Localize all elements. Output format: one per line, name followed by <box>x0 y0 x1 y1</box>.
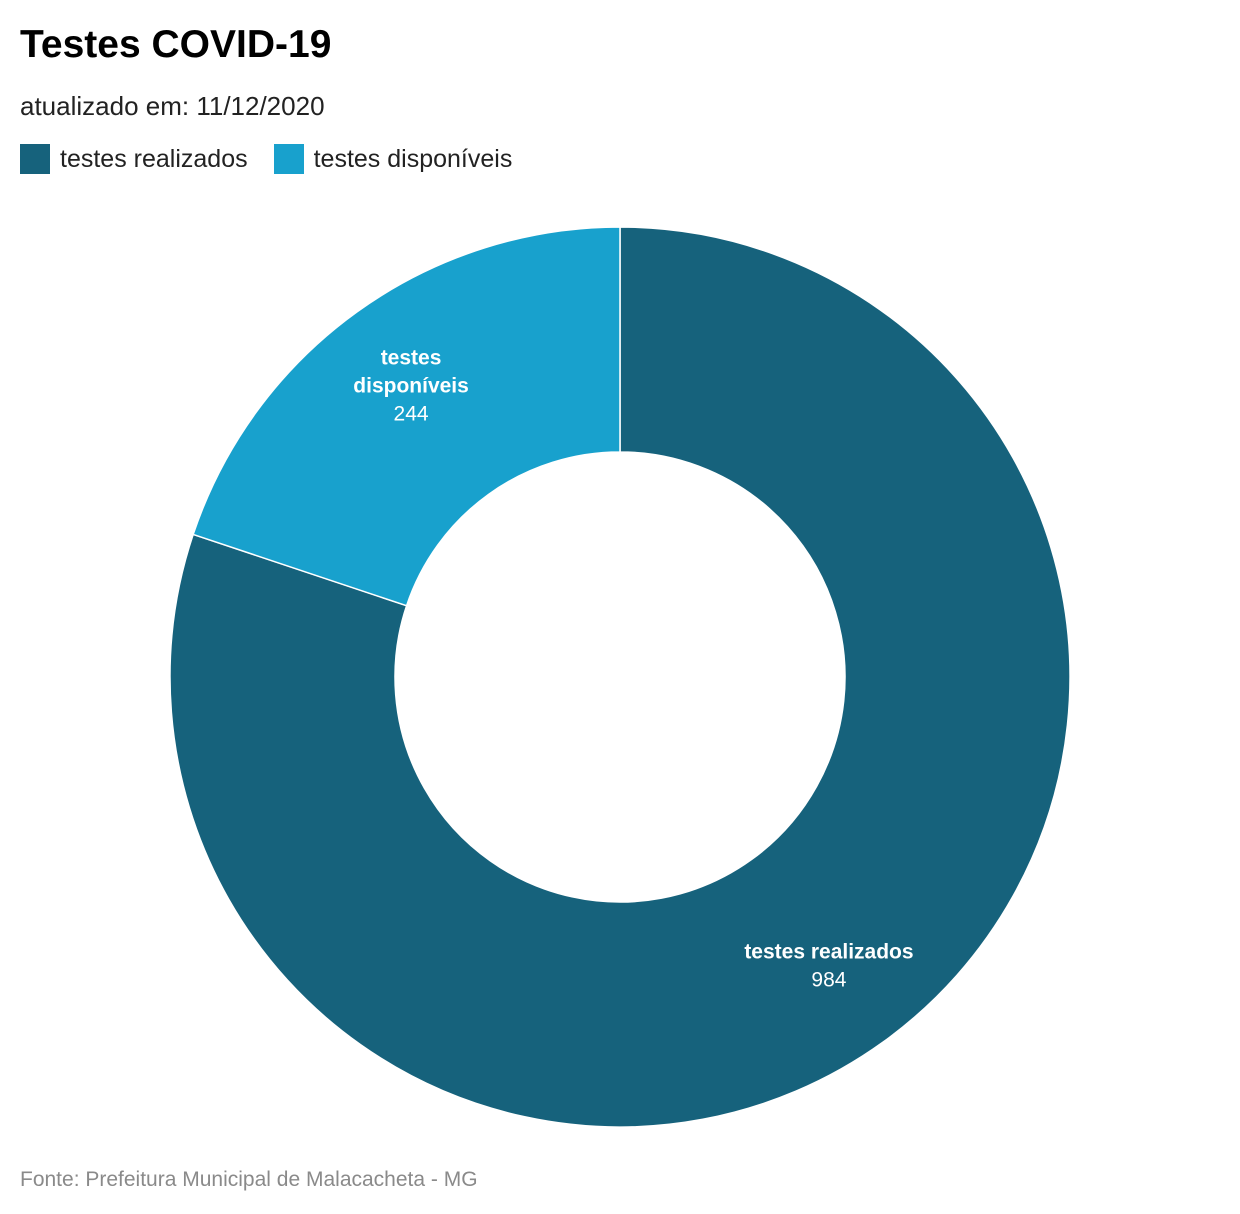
legend-swatch-testes-disponiveis <box>273 144 304 174</box>
donut-slice-testes-realizados <box>169 226 1071 1128</box>
chart-title: Testes COVID-19 <box>20 23 332 66</box>
slice-label-group-testes-realizados: testes realizados 984 <box>744 941 913 992</box>
slice-value-testes-disponiveis: 244 <box>394 402 429 425</box>
legend-item-testes-realizados: testes realizados <box>20 144 248 174</box>
legend-label-testes-disponiveis: testes disponíveis <box>313 145 513 173</box>
slice-label-testes-disponiveis-line-2: disponíveis <box>353 374 469 397</box>
chart-legend: testes realizados testes disponíveis <box>20 142 538 176</box>
donut-slice-testes-disponiveis <box>192 226 621 607</box>
legend-label-testes-realizados: testes realizados <box>60 145 248 173</box>
slice-label-group-testes-disponiveis: testes disponíveis 244 <box>353 346 469 425</box>
chart-source: Fonte: Prefeitura Municipal de Malacache… <box>20 1168 478 1191</box>
legend-swatch-testes-realizados <box>20 144 50 174</box>
chart-subtitle: atualizado em: 11/12/2020 <box>20 91 325 121</box>
slice-value-testes-realizados: 984 <box>811 969 846 992</box>
slice-label-testes-realizados-line-1: testes realizados <box>744 941 913 964</box>
slice-label-testes-disponiveis-line-1: testes <box>381 346 442 369</box>
legend-item-testes-disponiveis: testes disponíveis <box>273 144 513 174</box>
